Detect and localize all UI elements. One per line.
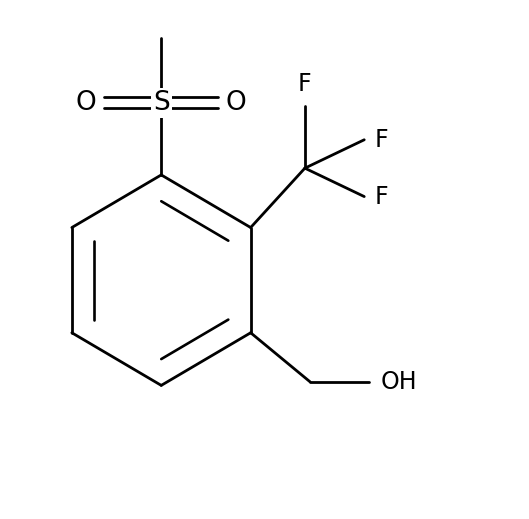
Text: S: S: [153, 90, 170, 116]
Text: F: F: [375, 185, 388, 209]
Text: F: F: [375, 128, 388, 152]
Text: O: O: [76, 90, 97, 116]
Text: O: O: [226, 90, 247, 116]
Text: OH: OH: [381, 370, 417, 394]
Text: F: F: [298, 72, 312, 96]
